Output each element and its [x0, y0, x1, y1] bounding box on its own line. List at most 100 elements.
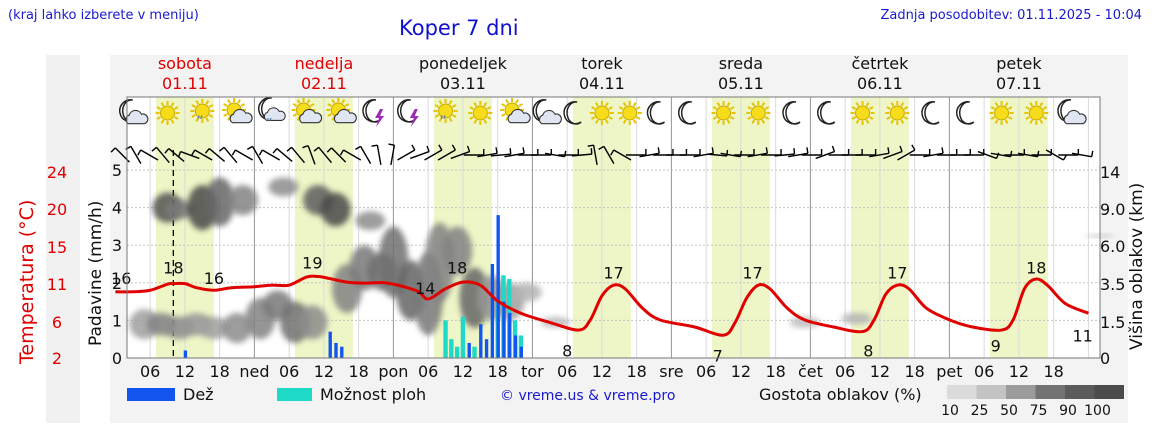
- wind-barb: [747, 147, 769, 158]
- sun-ray: [865, 102, 870, 107]
- day-name: nedelja: [295, 54, 354, 73]
- wind-barb: [490, 148, 512, 157]
- cloud-height-tick-label: 0: [1100, 349, 1110, 368]
- wind-barb: [504, 147, 525, 158]
- sun-ray: [331, 99, 336, 104]
- wind-feather: [388, 143, 395, 146]
- wind-feather: [466, 145, 471, 152]
- x-tick-label: 06: [696, 362, 716, 381]
- moon-icon: [956, 101, 975, 125]
- wind-feather: [941, 147, 944, 154]
- sun-ray: [331, 116, 336, 121]
- sun-ray: [851, 116, 857, 120]
- sun-ray: [618, 106, 624, 110]
- sun-icon: [711, 101, 736, 125]
- wind-shaft: [977, 150, 997, 160]
- sun-ray: [1007, 116, 1013, 120]
- wind-feather: [563, 150, 567, 157]
- sun-icon: [885, 101, 910, 125]
- temperature-series: 16 18 16 19 14 18 8 17 7 17 8 17 9 18 11: [111, 254, 1093, 366]
- wind-shaft: [504, 152, 525, 158]
- wind-barb: [258, 149, 281, 161]
- temperature-line: [115, 274, 1089, 337]
- density-level-label: 25: [971, 403, 989, 419]
- sun-icon: [746, 101, 771, 125]
- x-tick-label: 18: [765, 362, 785, 381]
- sun-ray: [501, 113, 506, 117]
- wind-barb: [151, 146, 170, 164]
- sun-ray: [160, 119, 165, 124]
- density-level-label: 10: [941, 403, 959, 419]
- sun-ray: [156, 116, 162, 120]
- sun-ray: [518, 103, 523, 107]
- sun-ray: [341, 99, 346, 104]
- moon-icon: [817, 101, 836, 125]
- cloud-shape: [538, 109, 562, 125]
- wind-shaft: [180, 150, 200, 160]
- sun-disc: [994, 105, 1010, 121]
- wind-feather: [313, 146, 320, 152]
- legend: Dež Možnost ploh Gostota oblakov (%) 10 25 50…: [127, 385, 1124, 419]
- sun-ray: [448, 100, 453, 105]
- wind-feather: [272, 148, 278, 154]
- wind-shaft: [343, 149, 362, 161]
- sun-ray: [994, 119, 999, 124]
- density-swatch: [976, 385, 1006, 399]
- wind-feather: [765, 147, 769, 154]
- wind-shaft: [194, 149, 213, 161]
- sun-ray: [632, 119, 637, 124]
- wind-shaft: [410, 150, 430, 160]
- cloud-shape: [1063, 109, 1087, 125]
- wind-feather: [438, 144, 443, 151]
- drizzle-marks: ”: [196, 114, 203, 130]
- shower-bar: [472, 346, 477, 358]
- credit[interactable]: © vreme.us & vreme.pro: [500, 388, 676, 404]
- wind-shaft: [592, 145, 598, 165]
- sun-ray: [903, 116, 909, 120]
- sun-ray: [170, 102, 175, 107]
- temperature-label: 16: [204, 269, 224, 288]
- precip-tick-label: 2: [112, 274, 122, 293]
- wind-barb: [463, 149, 485, 156]
- rain-bar: [479, 324, 483, 358]
- wind-feather: [1009, 150, 1013, 157]
- sun-ray: [764, 116, 770, 120]
- wind-barb: [720, 150, 743, 158]
- wind-feather: [995, 152, 1000, 159]
- wind-barb: [246, 145, 264, 165]
- cloud-blob: [540, 316, 571, 328]
- sun-ray: [191, 114, 196, 118]
- wind-feather: [657, 147, 660, 154]
- wind-feather: [426, 145, 430, 152]
- sun-ray: [726, 119, 731, 124]
- sun-ray: [855, 119, 860, 124]
- legend-showers-swatch: [277, 388, 312, 401]
- wind-barb: [424, 144, 443, 161]
- last-updated: Zadnja posodobitev: 01.11.2025 - 10:04: [880, 8, 1142, 23]
- sun-ray: [605, 119, 609, 124]
- temperature-tick-label: 11: [47, 275, 67, 294]
- sun-ray: [451, 114, 457, 118]
- sun-ray: [1042, 116, 1048, 120]
- wind-shaft: [706, 153, 728, 157]
- sun-icon: [155, 101, 180, 125]
- temperature-label: 18: [447, 259, 467, 278]
- sun-ray: [900, 119, 905, 124]
- cloud-shape: [125, 109, 149, 125]
- cloud-shape: [263, 107, 286, 121]
- legend-rain-swatch: [127, 388, 175, 401]
- temperature-label: 17: [887, 264, 907, 283]
- sun-ray: [751, 102, 756, 107]
- sun-ray: [191, 104, 196, 108]
- wind-barb: [313, 146, 333, 164]
- wind-shaft: [1017, 152, 1038, 158]
- rain-marks: ”: [266, 117, 273, 132]
- sun-disc: [472, 105, 488, 121]
- wind-shaft: [390, 145, 396, 165]
- wind-barb: [397, 144, 416, 161]
- wind-barb: [326, 147, 347, 163]
- x-tick-label: 12: [731, 362, 751, 381]
- sun-ray: [327, 103, 332, 107]
- sun-ray: [886, 106, 891, 110]
- sun-ray: [632, 102, 637, 107]
